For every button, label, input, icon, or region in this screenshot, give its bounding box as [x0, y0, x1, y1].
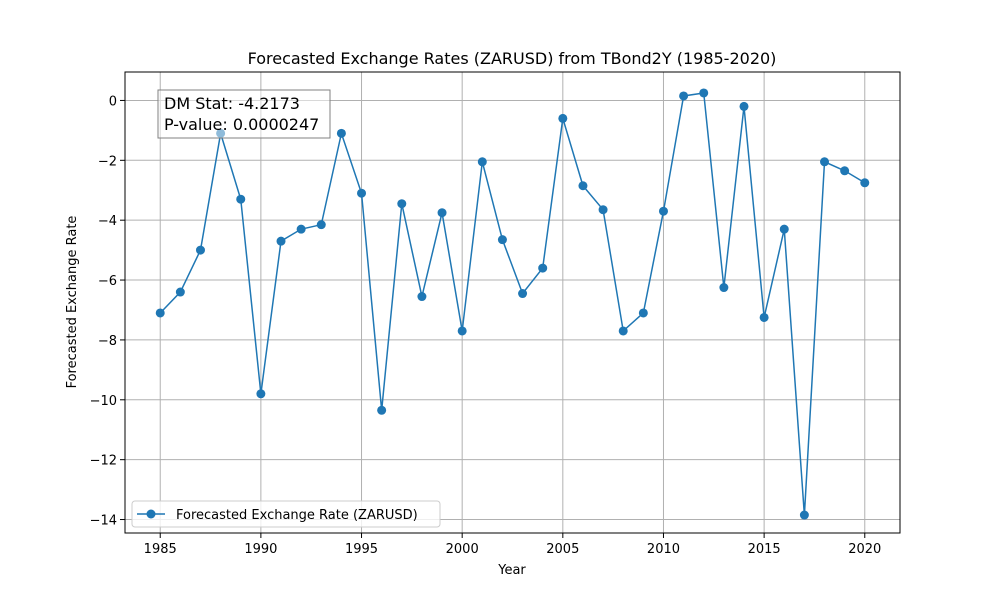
data-point	[397, 199, 407, 209]
data-point	[538, 263, 548, 273]
y-tick-label: −10	[90, 394, 117, 409]
y-tick-label: −8	[98, 334, 117, 349]
y-axis-label: Forecasted Exchange Rate	[65, 216, 80, 389]
data-point	[779, 224, 789, 234]
data-point	[497, 235, 507, 245]
data-point	[417, 292, 427, 302]
legend-box	[131, 500, 441, 528]
x-axis-label: Year	[497, 563, 526, 578]
data-point	[840, 166, 850, 176]
data-point	[236, 194, 246, 204]
x-tick-label: 2000	[446, 542, 479, 557]
x-tick-label: 2010	[647, 542, 680, 557]
ticks: 1985 1990 1995 2000 2005 2010 2015 2020 0 −2 −4 −6 −…	[90, 94, 882, 557]
x-tick-label: 2015	[748, 542, 781, 557]
chart-title: Forecasted Exchange Rates (ZARUSD) from …	[248, 49, 777, 68]
x-tick-label: 2020	[848, 542, 881, 557]
y-tick-label: 0	[109, 94, 117, 109]
data-point	[699, 88, 709, 98]
plot-frame	[124, 71, 901, 534]
dm-stat-text: DM Stat: -4.2173	[164, 94, 300, 113]
p-value-text: P-value: 0.0000247	[164, 115, 319, 134]
grid	[125, 72, 900, 533]
data-point	[155, 308, 165, 318]
data-point	[598, 205, 608, 215]
data-point	[437, 208, 447, 218]
data-point	[759, 312, 769, 322]
series-line	[159, 92, 866, 516]
data-point	[457, 326, 467, 336]
y-tick-label: −6	[98, 274, 117, 289]
y-tick-label: −2	[98, 154, 117, 169]
x-tick-label: 2005	[546, 542, 579, 557]
data-point	[799, 510, 809, 520]
y-tick-label: −14	[90, 514, 117, 529]
data-point	[719, 283, 729, 293]
data-point	[175, 287, 185, 297]
data-point	[739, 101, 749, 111]
x-tick-label: 1985	[144, 542, 177, 557]
x-tick-label: 1990	[244, 542, 277, 557]
data-point	[276, 236, 286, 246]
data-point	[357, 188, 367, 198]
data-point	[377, 405, 387, 415]
data-point	[518, 289, 528, 299]
data-point	[256, 389, 266, 399]
data-point	[195, 245, 205, 255]
data-point	[618, 326, 628, 336]
legend-marker-sample	[146, 509, 156, 519]
data-point	[477, 157, 487, 167]
data-point	[820, 157, 830, 167]
data-point	[296, 224, 306, 234]
data-point	[558, 113, 568, 123]
data-point	[658, 206, 668, 216]
data-point	[860, 178, 870, 188]
series-layer	[155, 88, 870, 520]
legend-label: Forecasted Exchange Rate (ZARUSD)	[176, 508, 418, 523]
x-tick-label: 1995	[345, 542, 378, 557]
data-point	[679, 91, 689, 101]
legend: Forecasted Exchange Rate (ZARUSD)	[131, 500, 441, 528]
data-point	[336, 128, 346, 138]
y-tick-label: −12	[90, 454, 117, 469]
data-point	[316, 220, 326, 230]
annotation-box	[157, 89, 331, 139]
stat-annotation: DM Stat: -4.2173 P-value: 0.0000247	[157, 89, 331, 139]
data-point	[578, 181, 588, 191]
y-tick-label: −4	[98, 214, 117, 229]
data-point	[638, 308, 648, 318]
